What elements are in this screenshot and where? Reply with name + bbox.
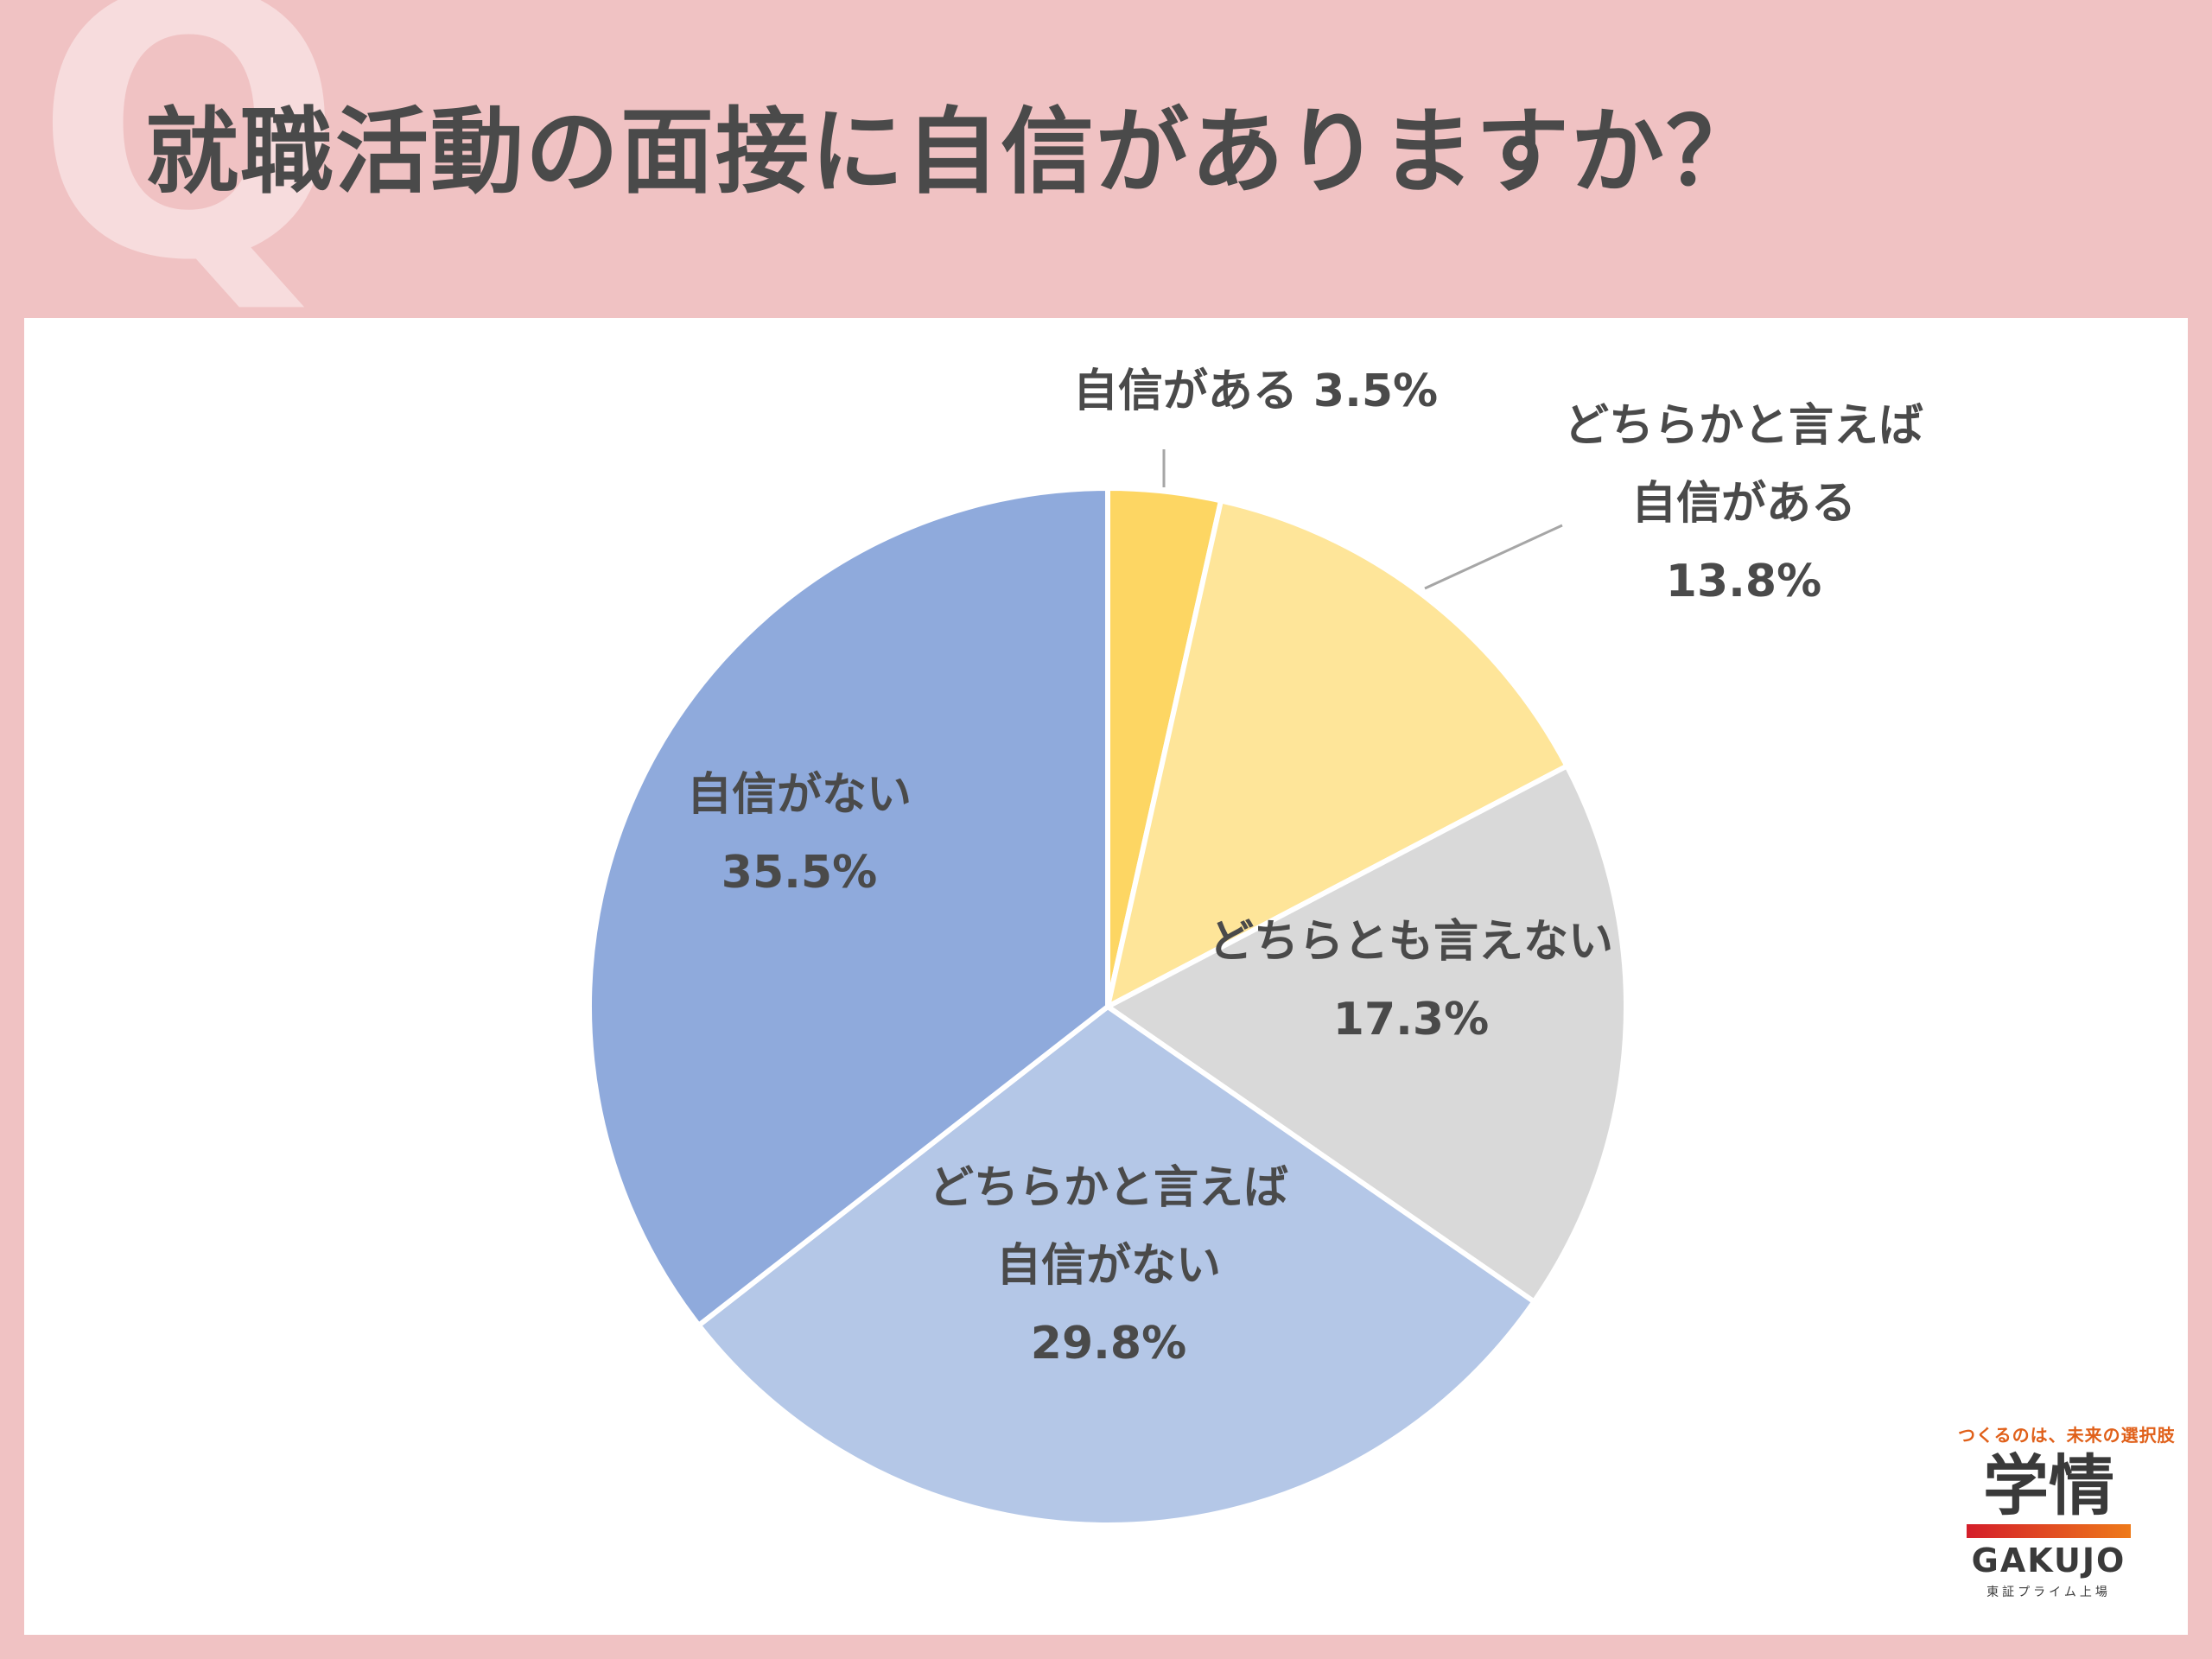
slice-label-3-line-2: 17.3% [1333,994,1489,1046]
gakujo-logo: つくるのは、未来の選択肢 学情 GAKUJO 東証プライム上場 [1958,1421,2176,1600]
logo-tagline: つくるのは、未来の選択肢 [1958,1425,2176,1446]
pie-chart: 自信がある 3.5%どちらかと言えば自信がある13.8%どちらとも言えない17.… [587,365,1923,1528]
slice-label-1-line-1: 自信がある 3.5% [1073,365,1438,417]
pie-slice-4 [696,1004,1537,1528]
logo-subtitle: 東証プライム上場 [1986,1586,2111,1599]
logo-bar [1967,1524,2131,1539]
slice-label-5-line-2: 35.5% [721,847,877,899]
pie-slice-2 [1105,498,1570,1009]
logo-kanji: 学情 [1983,1447,2114,1525]
page-title: 就職活動の面接に自信がありますか？ [145,99,1762,207]
pie-slice-3 [1105,763,1629,1305]
slice-label-4-line-3: 29.8% [1031,1318,1186,1370]
pie-slice-5 [587,486,1110,1328]
leader-line-2 [1424,524,1563,590]
slice-label-3-line-1: どちらとも言えない [1209,916,1613,968]
slice-label-4-line-1: どちらかと言えば [929,1162,1288,1214]
slice-label-4-line-2: 自信がない [996,1240,1221,1292]
q-watermark: Q [35,0,344,340]
slice-label-2-line-3: 13.8% [1666,556,1821,607]
slice-label-2-line-1: どちらかと言えば [1564,400,1923,452]
chart-panel: 自信がある 3.5% どちらかと言えば 自信がある 13.8% どちらとも言えない 17.… [24,318,2188,1635]
slice-label-5-line-1: 自信がない [687,769,912,821]
slice-label-2-line-2: 自信がある [1631,478,1856,530]
logo-name: GAKUJO [1971,1541,2126,1580]
